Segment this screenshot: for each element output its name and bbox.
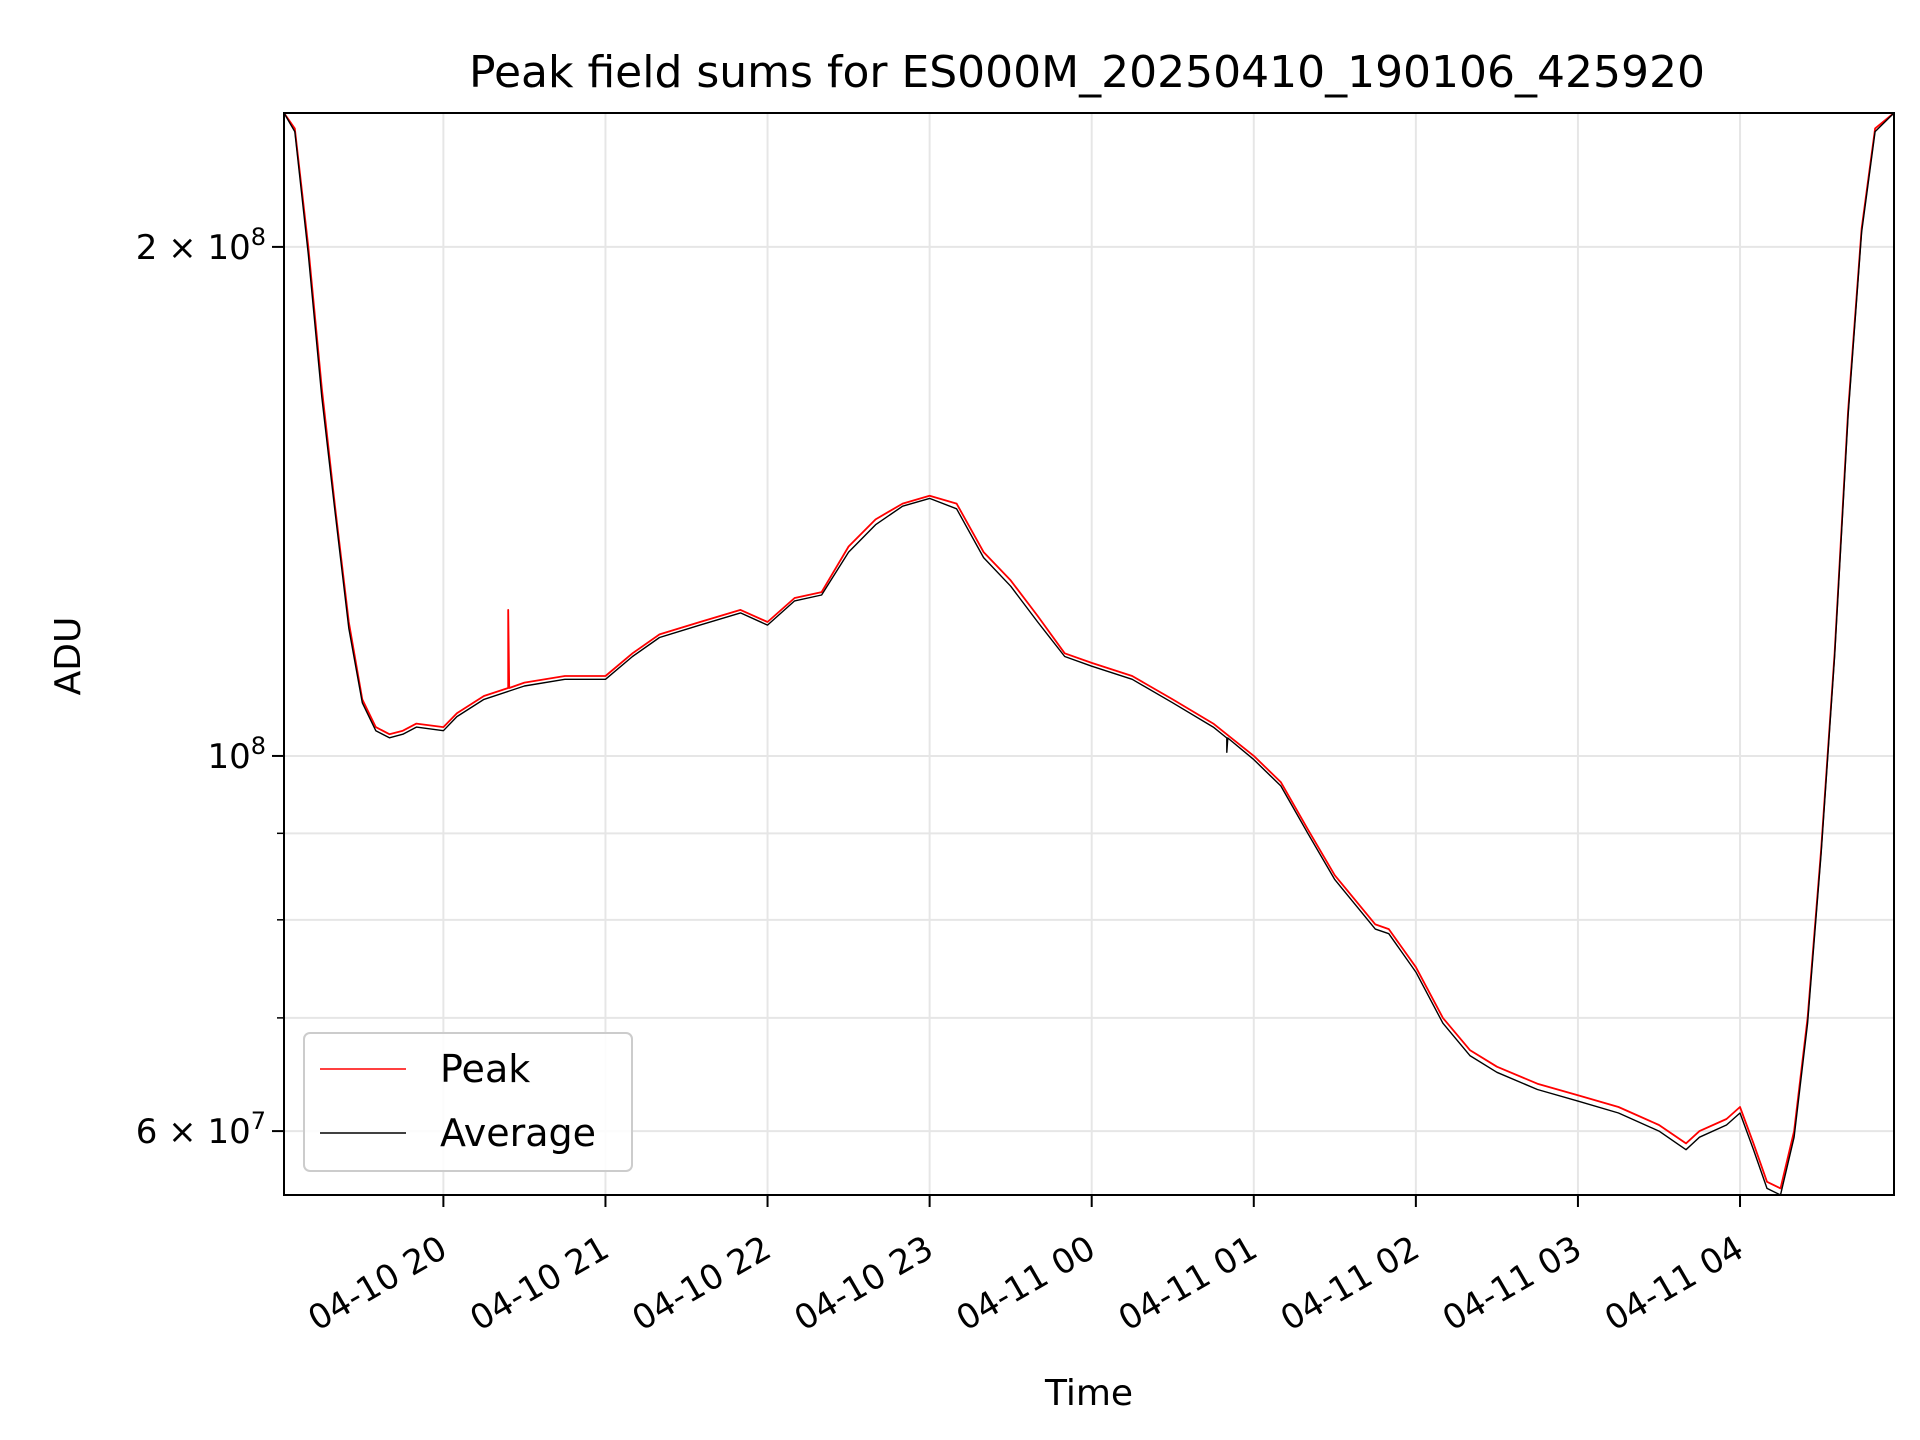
y-tick-label: 6 × 107 xyxy=(136,1107,266,1152)
series-line-peak xyxy=(283,112,1895,1190)
series-lines xyxy=(283,112,1895,1196)
x-axis-label: Time xyxy=(1044,1373,1133,1414)
plot-background xyxy=(284,113,1894,1195)
plot-area: 04-10 20 04-10 21 04-10 22 04-10 23 04-11 00… xyxy=(136,112,1895,1339)
series-line-average xyxy=(283,112,1895,1196)
legend-box xyxy=(303,1032,633,1172)
chart-title: Peak field sums for ES000M_20250410_1901… xyxy=(469,47,1705,98)
y-axis-label: ADU xyxy=(48,617,89,696)
y-tick-label: 2 × 108 xyxy=(136,223,266,268)
legend-label-peak: Peak xyxy=(440,1047,530,1091)
legend: Peak Average xyxy=(303,1032,633,1172)
plot-frame xyxy=(283,112,1895,1196)
y-tick-label: 108 xyxy=(207,732,266,777)
legend-label-average: Average xyxy=(440,1111,596,1155)
grid xyxy=(284,113,1894,1195)
